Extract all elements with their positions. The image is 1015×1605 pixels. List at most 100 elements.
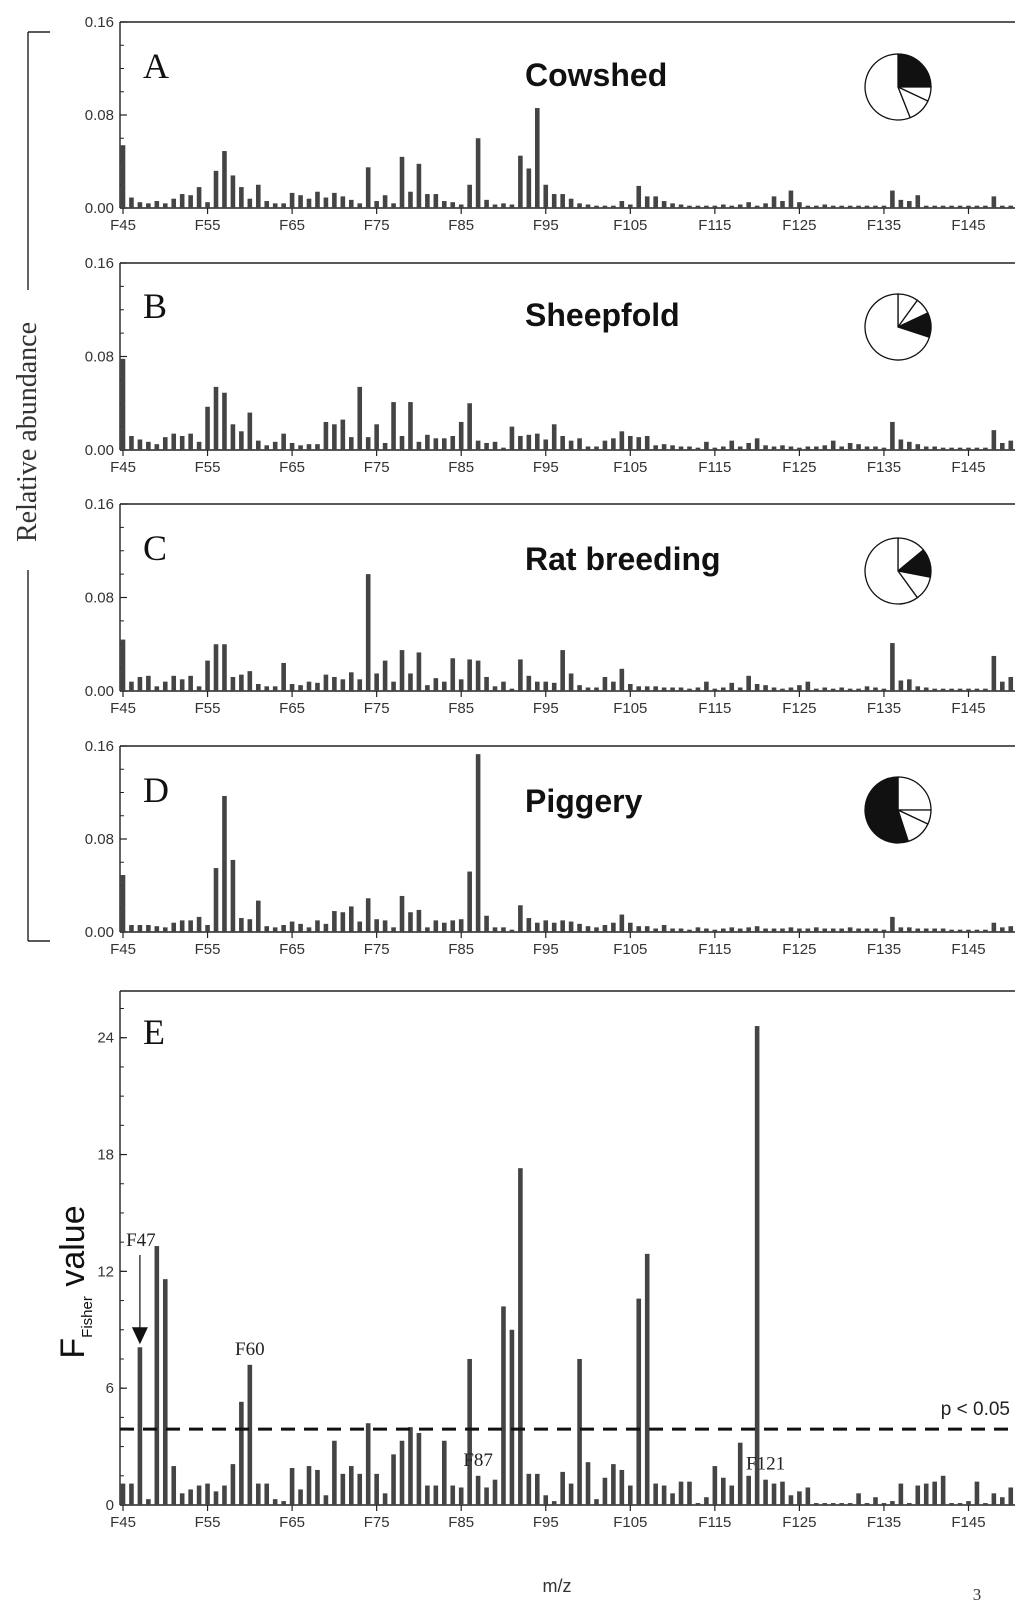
y-axis-title-subscript: Fisher [79, 1296, 96, 1338]
bar [1008, 205, 1014, 208]
bar [450, 658, 456, 691]
bar [264, 1483, 270, 1505]
bar [923, 205, 929, 208]
bar [501, 203, 506, 208]
bar [154, 686, 160, 691]
bar [636, 185, 642, 208]
bar [644, 926, 650, 932]
panel-title: Rat breeding [525, 541, 721, 577]
bar [797, 447, 802, 450]
bar [771, 196, 777, 208]
bar [923, 1483, 929, 1505]
x-tick-label: F105 [613, 1514, 647, 1531]
bar [797, 928, 802, 932]
bar [923, 928, 929, 932]
bar [543, 681, 549, 691]
bar [788, 446, 794, 450]
annotation-label: F47 [126, 1230, 156, 1251]
bar [602, 440, 608, 450]
bar [721, 928, 726, 932]
bar [907, 441, 912, 450]
bar [196, 1485, 202, 1505]
relative-abundance-bracket: Relative abundance [12, 31, 50, 942]
bar [281, 1501, 286, 1505]
bar [230, 859, 236, 932]
y-tick-label: 24 [97, 1030, 114, 1047]
annotation-label: F121 [746, 1454, 785, 1475]
x-tick-label: F95 [533, 941, 559, 958]
bar [492, 1479, 498, 1505]
bar [907, 201, 912, 208]
y-tick-label: 0 [106, 1497, 114, 1514]
bar [171, 922, 177, 932]
bar [644, 435, 650, 450]
bar [391, 681, 396, 691]
pie-chart [864, 537, 932, 605]
bar [619, 431, 625, 450]
bar [264, 445, 270, 450]
bar [974, 1481, 980, 1505]
x-axis-title: m/z [543, 1576, 572, 1596]
y-tick-label: 6 [106, 1380, 114, 1397]
bar [433, 920, 439, 932]
bar [348, 1466, 354, 1505]
bar [729, 682, 735, 691]
bar [898, 439, 904, 450]
bar [687, 446, 692, 450]
bar [585, 687, 591, 691]
bar [763, 445, 768, 450]
bar [323, 923, 329, 932]
bar [272, 1499, 278, 1505]
x-tick-label: F115 [698, 217, 731, 234]
bar [196, 441, 202, 450]
bar [881, 1503, 887, 1505]
bar [661, 925, 667, 932]
bar [661, 444, 667, 450]
bar [1000, 1497, 1005, 1505]
bar [492, 686, 498, 691]
bar [661, 687, 667, 691]
bar [830, 1503, 836, 1505]
x-tick-label: F55 [195, 700, 221, 717]
bar [864, 446, 870, 450]
bar [551, 682, 557, 691]
bar [171, 675, 177, 691]
bar [619, 668, 625, 691]
bar [737, 687, 743, 691]
bar [450, 920, 456, 932]
bar [543, 1495, 549, 1505]
bar [348, 906, 354, 932]
bar [763, 928, 768, 932]
bar [594, 205, 599, 208]
bar [932, 928, 937, 932]
bar [670, 445, 675, 450]
bar [949, 205, 954, 208]
bar [577, 1358, 582, 1505]
bar [162, 927, 168, 932]
bar [526, 1473, 532, 1505]
bar [653, 1483, 658, 1505]
bar [568, 440, 574, 450]
bar [179, 920, 185, 932]
x-tick-label: F65 [279, 459, 305, 476]
panel-e: 0 6 12 18 24 F45 F55 F65 F75 F85 F95 F105 F115 F125 F1… [54, 990, 1015, 1596]
bar [568, 673, 574, 691]
bar [602, 1477, 608, 1505]
bar [602, 205, 608, 208]
bar [1000, 205, 1005, 208]
bar [306, 927, 312, 932]
bar [365, 1423, 371, 1505]
bar [137, 676, 143, 691]
bar [171, 1466, 177, 1505]
bar [399, 650, 405, 691]
bar [966, 205, 971, 208]
bar [230, 1464, 236, 1505]
bar [179, 435, 185, 450]
x-tick-label: F105 [613, 459, 647, 476]
bar [805, 446, 811, 450]
bar [568, 198, 574, 208]
bar [205, 1483, 210, 1505]
bar [780, 928, 785, 932]
bar [458, 421, 464, 450]
bar [120, 358, 126, 450]
